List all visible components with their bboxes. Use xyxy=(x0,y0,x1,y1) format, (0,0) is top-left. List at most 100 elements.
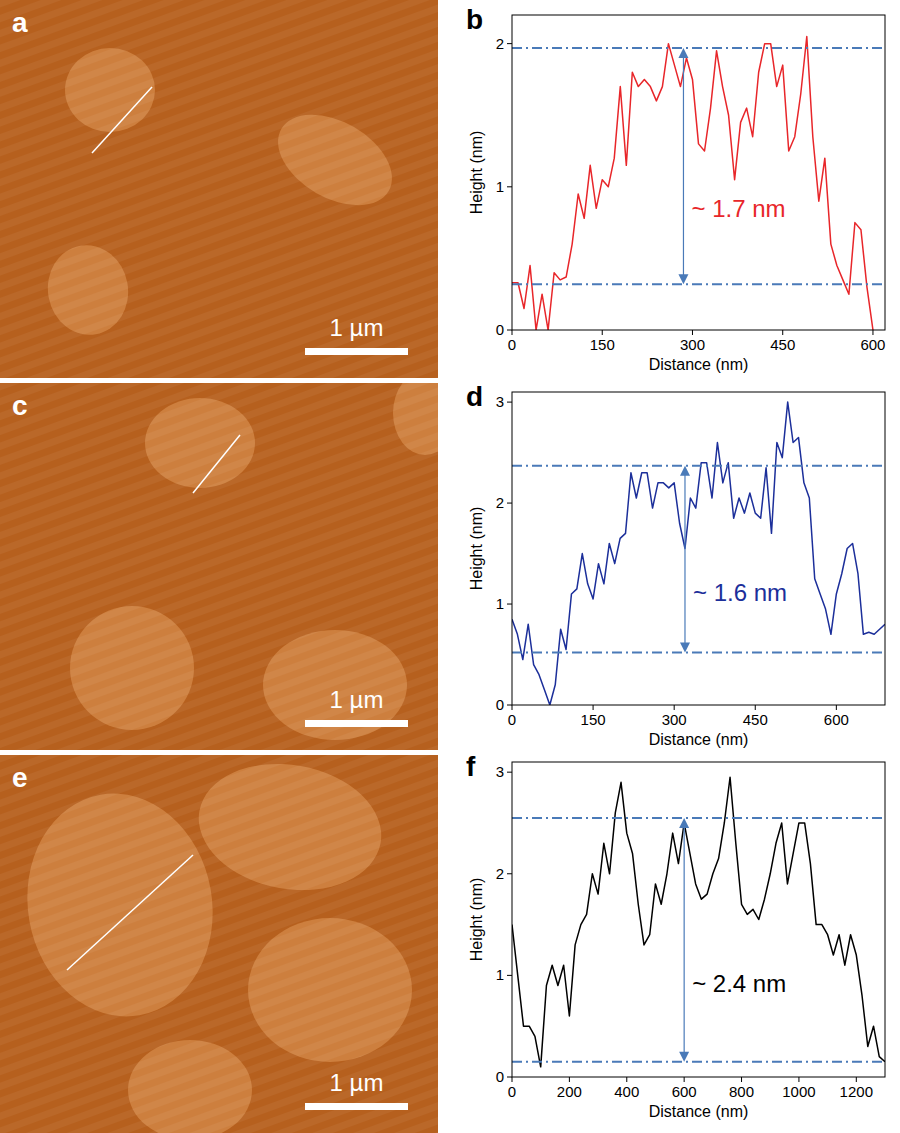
plot-frame xyxy=(512,15,885,330)
scale-bar-label: 1 µm xyxy=(330,1069,384,1096)
x-tick xyxy=(856,1077,857,1082)
panel-letter: e xyxy=(12,762,28,793)
x-tick-label: 450 xyxy=(770,336,795,353)
level-line xyxy=(512,283,885,285)
x-tick-label: 1000 xyxy=(782,1083,815,1100)
x-tick xyxy=(782,330,783,335)
x-tick-label: 150 xyxy=(590,336,615,353)
afm-image: a 1 µm xyxy=(0,0,438,378)
y-tick xyxy=(507,705,512,706)
x-axis-title: Distance (nm) xyxy=(649,356,749,373)
arrow-head xyxy=(680,642,690,652)
x-tick-label: 600 xyxy=(860,336,885,353)
x-tick-label: 150 xyxy=(581,711,606,728)
y-tick-label: 0 xyxy=(496,321,504,338)
level-line xyxy=(512,651,885,653)
height-arrow xyxy=(683,56,684,276)
plot-data xyxy=(512,36,873,330)
level-line xyxy=(512,817,885,819)
x-tick xyxy=(569,1077,570,1082)
profile-chart: 0200400600800100012000123Distance (nm)He… xyxy=(466,751,885,1120)
x-tick xyxy=(626,1077,627,1082)
x-tick-label: 0 xyxy=(508,336,516,353)
image-content xyxy=(0,0,438,378)
level-line xyxy=(512,465,885,467)
label-patch xyxy=(691,579,789,606)
plot-frame xyxy=(512,762,885,1077)
x-tick xyxy=(512,330,513,335)
panel-letter: f xyxy=(466,751,476,782)
panel-letter: b xyxy=(466,4,483,35)
label-patch xyxy=(689,195,787,222)
y-tick xyxy=(507,43,512,44)
x-tick xyxy=(836,705,837,710)
profile-chart: 01503004506000123Distance (nm)Height (nm… xyxy=(466,381,885,748)
x-tick xyxy=(692,330,693,335)
panel-letter: a xyxy=(12,7,28,38)
arrow-head xyxy=(680,466,690,476)
image-content xyxy=(0,383,438,750)
x-tick xyxy=(798,1077,799,1082)
x-tick xyxy=(602,330,603,335)
x-tick-label: 1200 xyxy=(840,1083,873,1100)
figure: a1 µmc1 µme1 µm0150300450600012Distance … xyxy=(0,0,900,1133)
x-tick-label: 200 xyxy=(557,1083,582,1100)
y-axis-title: Height (nm) xyxy=(468,878,485,962)
x-tick xyxy=(512,1077,513,1082)
arrow-head xyxy=(679,818,689,828)
annotation-label: ~ 2.4 nm xyxy=(692,970,786,997)
x-tick-label: 450 xyxy=(743,711,768,728)
y-tick xyxy=(507,330,512,331)
y-tick xyxy=(507,186,512,187)
y-tick xyxy=(507,975,512,976)
scan-stripes xyxy=(0,755,438,1133)
level-line xyxy=(512,1061,885,1063)
x-tick-label: 0 xyxy=(508,1083,516,1100)
y-axis-title: Height (nm) xyxy=(468,131,485,215)
y-tick xyxy=(507,873,512,874)
profile-line xyxy=(193,435,240,493)
y-tick-label: 2 xyxy=(496,865,504,882)
afm-image: e 1 µm xyxy=(0,750,438,1133)
panel-letter: d xyxy=(466,381,483,412)
x-tick xyxy=(872,330,873,335)
scale-bar xyxy=(305,720,408,727)
y-tick-label: 1 xyxy=(496,966,504,983)
annotation-label: ~ 1.7 nm xyxy=(691,195,785,222)
y-tick-label: 0 xyxy=(496,1068,504,1085)
y-tick-label: 2 xyxy=(496,494,504,511)
x-tick-label: 600 xyxy=(824,711,849,728)
y-tick-label: 2 xyxy=(496,35,504,52)
profile-line xyxy=(512,36,873,330)
x-tick-label: 0 xyxy=(508,711,516,728)
y-tick-label: 0 xyxy=(496,696,504,713)
arrow-head xyxy=(678,274,688,284)
y-tick xyxy=(507,503,512,504)
plot-data xyxy=(512,402,885,705)
scale-bar xyxy=(305,348,408,355)
x-tick xyxy=(593,705,594,710)
x-tick-label: 400 xyxy=(614,1083,639,1100)
y-tick xyxy=(507,1077,512,1078)
x-tick-label: 300 xyxy=(680,336,705,353)
x-tick xyxy=(512,705,513,710)
y-tick xyxy=(507,402,512,403)
height-arrow xyxy=(684,826,685,1054)
x-tick xyxy=(755,705,756,710)
y-tick-label: 1 xyxy=(496,178,504,195)
y-tick-label: 3 xyxy=(496,763,504,780)
arrow-head xyxy=(679,1052,689,1062)
scale-bar xyxy=(305,1103,408,1110)
profile-line xyxy=(512,777,885,1067)
profile-chart: 0 150 300 450 600 0 1 2 Distance (nm) Height (nm)… xyxy=(466,4,885,373)
y-tick-label: 1 xyxy=(496,595,504,612)
plot-frame xyxy=(512,392,885,705)
profile-line xyxy=(92,87,152,153)
x-tick-label: 600 xyxy=(672,1083,697,1100)
x-tick-label: 300 xyxy=(662,711,687,728)
profile-line xyxy=(512,402,885,705)
y-tick xyxy=(507,604,512,605)
scale-bar-label: 1 µm xyxy=(330,314,384,341)
image-background xyxy=(0,0,438,378)
height-arrow xyxy=(684,474,685,645)
